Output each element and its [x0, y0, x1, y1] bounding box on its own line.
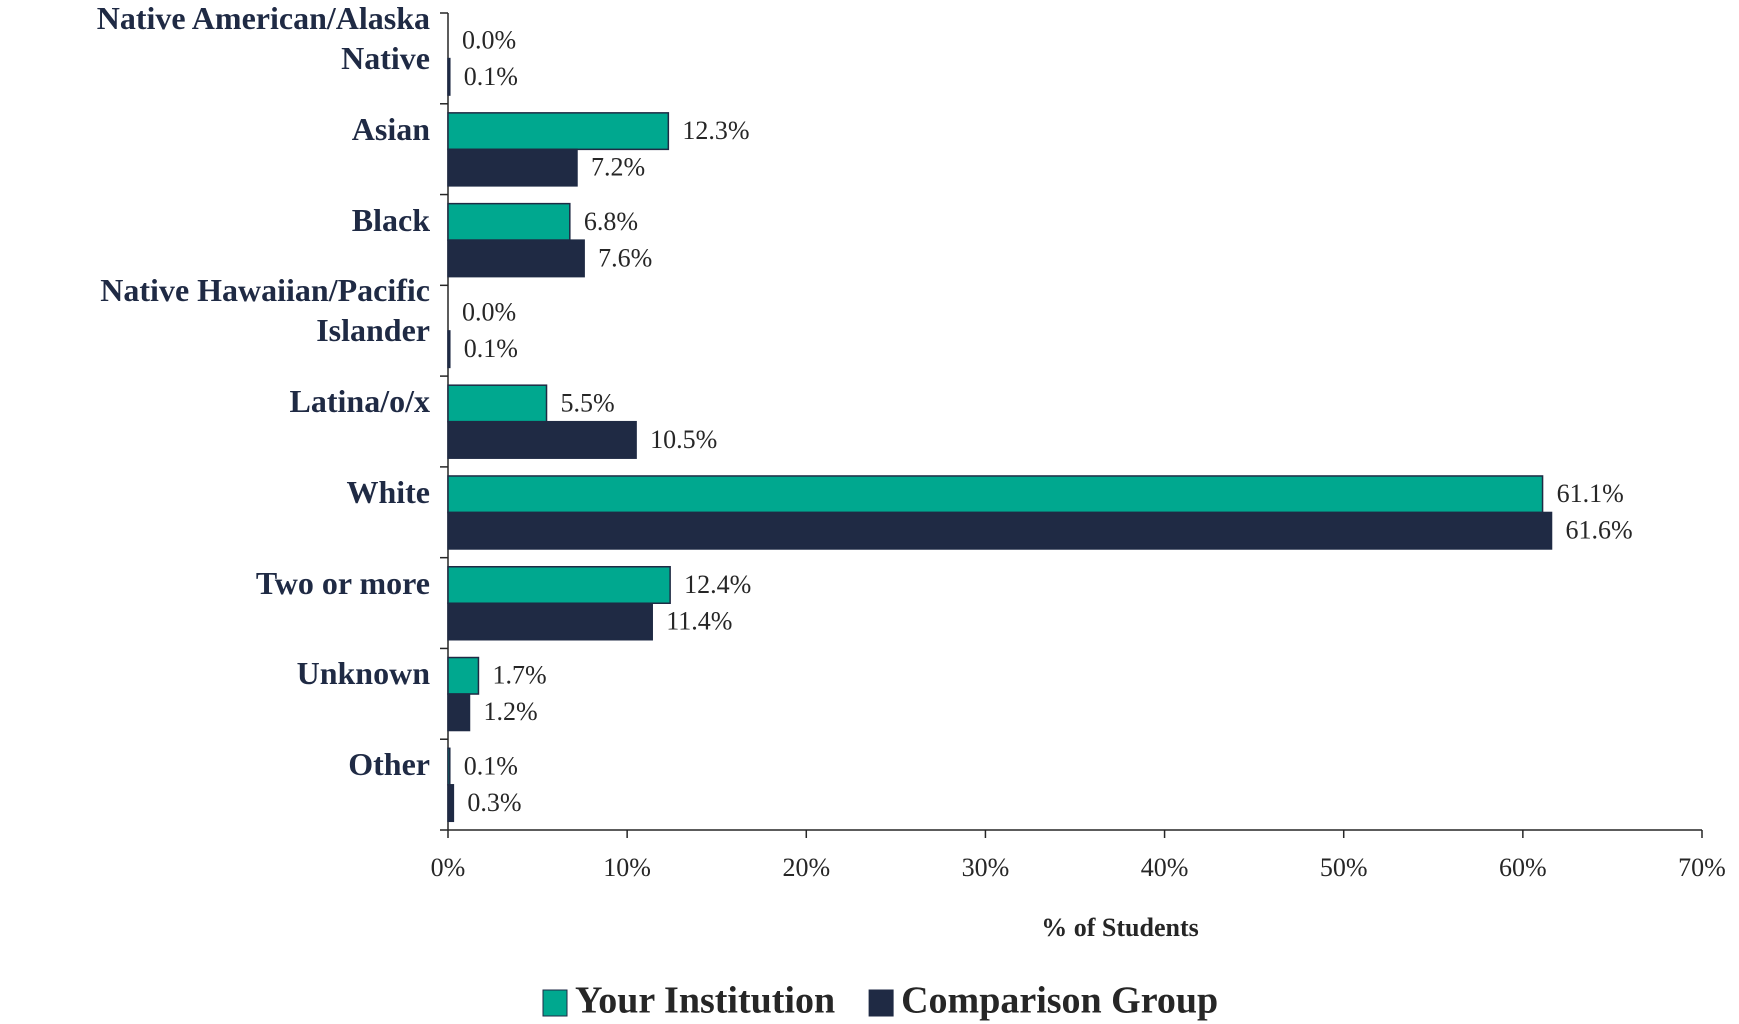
x-tick-label: 30%	[962, 853, 1010, 882]
data-label: 1.7%	[492, 661, 546, 690]
category-label: Latina/o/x	[289, 383, 430, 420]
legend-swatch	[542, 989, 568, 1017]
data-label: 5.5%	[561, 388, 615, 417]
bar	[447, 565, 671, 604]
x-tick-label: 0%	[431, 853, 466, 882]
category-label: White	[346, 473, 430, 510]
bar	[447, 511, 1553, 550]
category-label: Black	[351, 201, 430, 238]
data-label: 61.1%	[1557, 479, 1624, 508]
bar	[447, 57, 451, 96]
category-label: Two or more	[255, 564, 430, 601]
legend-label: Comparison Group	[901, 980, 1218, 1022]
data-label: 12.4%	[684, 570, 751, 599]
x-tick-label: 10%	[603, 853, 651, 882]
bar	[447, 475, 1544, 514]
bar	[447, 602, 653, 641]
bar	[447, 784, 455, 823]
bar	[447, 747, 451, 786]
data-label: 7.2%	[591, 153, 645, 182]
x-axis-title: % of Students	[1041, 913, 1198, 942]
data-label: 7.6%	[598, 243, 652, 272]
data-label: 0.1%	[464, 62, 518, 91]
data-label: 10.5%	[650, 425, 717, 454]
bar	[447, 112, 670, 151]
data-label: 0.1%	[464, 334, 518, 363]
bar	[447, 330, 451, 369]
bar	[447, 148, 578, 187]
category-label: Native Hawaiian/Pacific Islander	[100, 272, 430, 349]
legend-swatch	[868, 989, 894, 1017]
data-label: 12.3%	[682, 116, 749, 145]
category-label: Native American/Alaska Native	[96, 0, 430, 76]
bar	[447, 384, 548, 423]
data-label: 6.8%	[584, 207, 638, 236]
data-label: 61.6%	[1566, 516, 1633, 545]
data-label: 0.0%	[462, 298, 516, 327]
category-label: Other	[348, 746, 430, 783]
bar	[447, 693, 471, 732]
x-tick-label: 40%	[1141, 853, 1189, 882]
bar	[447, 656, 480, 695]
x-tick-label: 60%	[1499, 853, 1547, 882]
x-tick-label: 20%	[782, 853, 830, 882]
data-label: 0.1%	[464, 752, 518, 781]
category-label: Asian	[351, 110, 430, 147]
bar	[447, 202, 571, 241]
category-label: Unknown	[296, 655, 430, 692]
data-label: 11.4%	[666, 606, 732, 635]
data-label: 1.2%	[483, 697, 537, 726]
legend-label: Your Institution	[575, 980, 835, 1022]
bar	[447, 420, 637, 459]
bar	[447, 239, 585, 278]
x-tick-label: 50%	[1320, 853, 1368, 882]
data-label: 0.3%	[467, 788, 521, 817]
data-label: 0.0%	[462, 25, 516, 54]
x-tick-label: 70%	[1678, 853, 1726, 882]
